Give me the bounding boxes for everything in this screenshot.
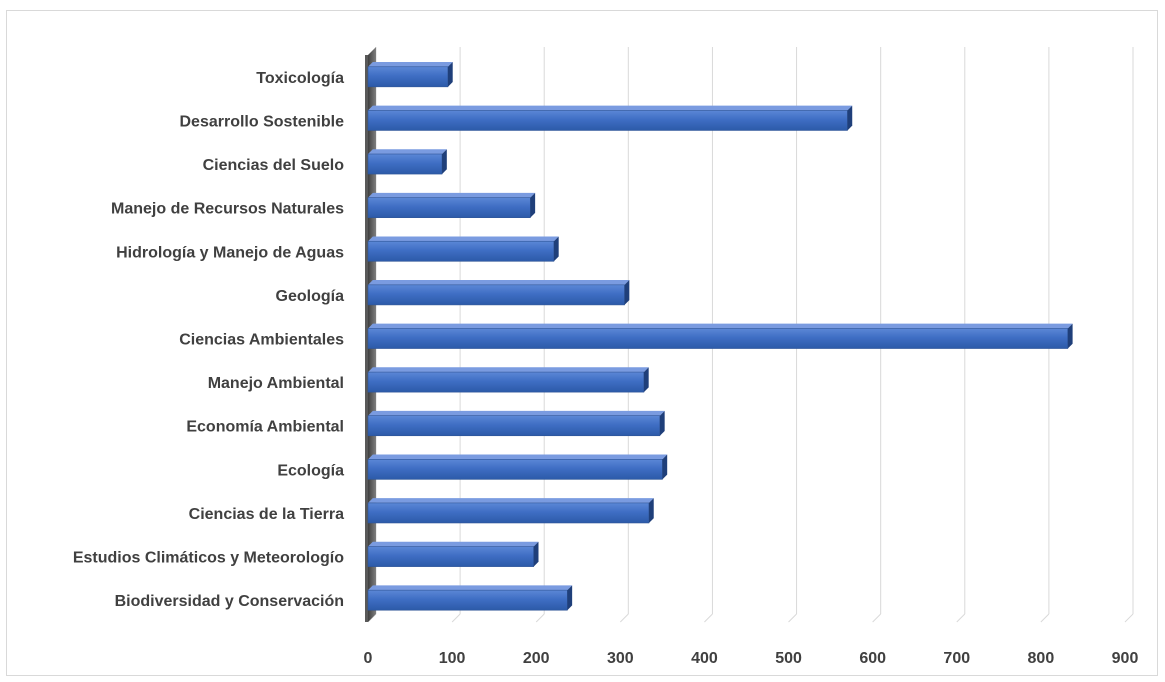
bar: [367, 323, 1073, 349]
grid-floor-line: [1040, 613, 1050, 623]
bar: [367, 541, 539, 567]
category-label: Geología: [276, 288, 345, 305]
bar-top-face: [368, 498, 654, 503]
grid-floor-line: [704, 613, 713, 623]
bar-top-face: [368, 541, 539, 547]
category-labels: Toxicología Desarrollo Sostenible Ciencias…: [73, 70, 344, 610]
bar-front-face: [367, 240, 555, 262]
bar: [367, 410, 665, 437]
bar-front-face: [367, 328, 1069, 349]
bar-end-face: [447, 61, 453, 87]
bar-front-face: [367, 546, 534, 567]
bar: [367, 236, 559, 262]
bar-front-face: [367, 459, 663, 480]
grid-floor-line: [535, 613, 545, 623]
category-label: Manejo Ambiental: [208, 375, 344, 392]
bar-front-face: [367, 589, 568, 611]
bar-front-face: [367, 66, 449, 88]
category-label: Ciencias del Suelo: [203, 157, 345, 174]
bar: [367, 105, 853, 131]
x-tick-label: 500: [775, 650, 802, 667]
bar-front-face: [367, 371, 645, 393]
x-tick-label: 200: [523, 650, 550, 667]
category-label: Economía Ambiental: [186, 419, 344, 436]
bar-top-face: [368, 454, 668, 460]
grid-floor-line: [451, 613, 461, 623]
x-tick-label: 100: [439, 650, 466, 667]
bar: [367, 367, 649, 393]
grid-floor-line: [619, 613, 629, 623]
bar: [367, 192, 536, 218]
x-tick-label: 0: [364, 650, 373, 667]
bar: [367, 454, 668, 480]
bar-top-face: [368, 410, 665, 416]
category-label: Toxicología: [256, 70, 344, 87]
x-tick-labels: 0 100 200 300 400 500 600 700 800 900: [364, 650, 1139, 667]
bar-end-face: [643, 367, 649, 393]
bar-end-face: [530, 192, 536, 218]
grid-floor-line: [872, 613, 882, 623]
bar-top-face: [368, 280, 630, 285]
x-tick-label: 900: [1112, 650, 1139, 667]
bar-end-face: [659, 410, 665, 436]
bar-end-face: [533, 541, 539, 567]
bar-end-face: [1067, 323, 1073, 349]
category-label: Manejo de Recursos Naturales: [111, 201, 344, 218]
bar-front-face: [367, 197, 531, 218]
grid-floor-line: [788, 613, 797, 623]
category-label: Ciencias de la Tierra: [189, 506, 344, 523]
bars: [367, 61, 1073, 611]
bar-top-face: [368, 367, 649, 373]
bar-end-face: [662, 454, 668, 480]
grid-floor-line: [1124, 613, 1134, 623]
bar-front-face: [367, 502, 650, 524]
axis-wall-front: [365, 55, 368, 622]
x-tick-label: 800: [1028, 650, 1055, 667]
bar-top-face: [368, 105, 853, 111]
bar: [367, 149, 447, 175]
category-label: Estudios Climáticos y Meteorologío: [73, 550, 344, 567]
bar-end-face: [442, 149, 447, 175]
bar-end-face: [553, 236, 559, 262]
x-tick-label: 600: [859, 650, 886, 667]
x-tick-label: 700: [943, 650, 970, 667]
bar-front-face: [367, 415, 661, 437]
bar-top-face: [368, 61, 453, 67]
x-tick-label: 300: [607, 650, 634, 667]
category-label: Desarrollo Sostenible: [180, 113, 345, 130]
category-label: Ecología: [277, 462, 344, 479]
bar-top-face: [368, 192, 536, 198]
bar-end-face: [847, 105, 853, 131]
x-tick-label: 400: [691, 650, 718, 667]
bar: [367, 280, 630, 306]
bar-top-face: [368, 323, 1073, 329]
bar-front-face: [367, 153, 443, 175]
bar: [367, 498, 654, 524]
bar-end-face: [567, 585, 573, 611]
bar-front-face: [367, 110, 848, 131]
bar-end-face: [624, 280, 630, 305]
bar-end-face: [648, 498, 654, 523]
category-label: Hidrología y Manejo de Aguas: [116, 244, 344, 261]
category-label: Ciencias Ambientales: [179, 332, 344, 349]
bar-top-face: [368, 585, 573, 591]
category-label: Biodiversidad y Conservación: [115, 593, 344, 610]
bar-front-face: [367, 284, 625, 306]
chart-frame: [6, 10, 1158, 676]
bar-top-face: [368, 149, 447, 155]
bar-top-face: [368, 236, 559, 242]
bar: [367, 61, 453, 88]
bar: [367, 585, 573, 611]
grid-floor-line: [956, 613, 966, 623]
